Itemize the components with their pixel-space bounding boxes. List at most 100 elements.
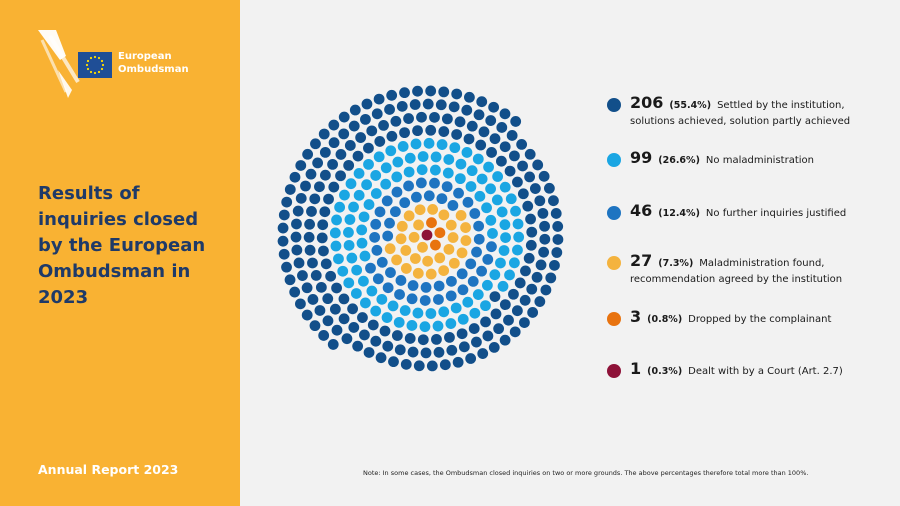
side-panel: European Ombudsman Results of inquiries … (0, 0, 240, 506)
data-dot (429, 177, 440, 189)
data-dot (318, 330, 330, 341)
data-dot (301, 282, 313, 294)
data-dot (323, 193, 334, 205)
data-dot (482, 330, 494, 342)
data-dot (384, 104, 395, 115)
legend-label: No further inquiries justified (705, 208, 847, 219)
data-dot (425, 308, 437, 319)
ombudsman-logo: European Ombudsman (38, 30, 198, 100)
data-dot (537, 207, 549, 219)
data-dot (467, 276, 479, 287)
page-title: Results of inquiries closed by the Europ… (38, 183, 206, 308)
data-dot (497, 280, 509, 292)
data-dot (496, 155, 507, 167)
data-dot (291, 244, 303, 256)
data-dot (419, 295, 431, 306)
data-dot (331, 324, 343, 336)
data-dot (415, 177, 427, 189)
data-dot (486, 241, 497, 253)
data-dot (436, 193, 448, 205)
data-dot (485, 183, 496, 195)
data-dot (449, 142, 461, 154)
data-dot (329, 303, 341, 315)
data-dot (388, 356, 399, 368)
data-dot (468, 323, 480, 334)
legend-percent: (7.3%) (658, 258, 694, 269)
data-dot (391, 330, 403, 341)
data-dot (325, 270, 337, 282)
data-dot (399, 197, 411, 209)
data-dot (444, 331, 455, 343)
data-dot (538, 170, 550, 182)
data-dot (543, 182, 555, 194)
data-dot (329, 227, 341, 239)
data-dot (475, 139, 487, 151)
data-dot (469, 208, 481, 219)
data-dot (353, 189, 365, 201)
data-dot (506, 130, 518, 141)
data-dot (360, 113, 371, 125)
data-dot (382, 340, 394, 352)
data-dot (473, 220, 485, 232)
data-dot (456, 328, 468, 340)
data-dot (429, 111, 440, 123)
data-dot (500, 232, 511, 244)
data-dot (374, 136, 386, 147)
data-dot (499, 299, 511, 311)
footnote: Note: In some cases, the Ombudsman close… (363, 469, 809, 477)
data-dot (407, 280, 419, 291)
data-dot (416, 164, 428, 176)
data-dot (359, 250, 371, 262)
data-dot (457, 313, 469, 325)
data-dot (509, 150, 520, 162)
data-dot (534, 296, 546, 307)
legend-text: 46 (12.4%) No further inquiries justified (630, 203, 846, 222)
data-dot (374, 206, 386, 218)
legend-percent: (12.4%) (658, 208, 700, 219)
data-dot (385, 267, 396, 278)
data-dot (499, 181, 511, 193)
data-dot (464, 91, 475, 103)
legend-swatch (607, 206, 621, 220)
data-dot (526, 283, 538, 295)
data-dot (379, 325, 391, 337)
data-dot (519, 294, 531, 306)
brand-name-line2: Ombudsman (118, 64, 189, 75)
data-dot (461, 104, 473, 116)
data-dot (327, 339, 339, 350)
data-dot (306, 206, 317, 217)
data-dot (491, 194, 503, 206)
data-dot (348, 201, 359, 213)
data-dot (412, 267, 424, 279)
data-dot (408, 231, 420, 243)
data-dot (291, 218, 302, 230)
data-dot (498, 245, 510, 256)
data-dot (358, 211, 370, 223)
data-dot (426, 217, 437, 229)
data-dot (549, 259, 560, 271)
legend-text: 27 (7.3%) Maladministration found, recommen… (630, 253, 842, 288)
data-dot (485, 115, 497, 126)
data-dot (366, 125, 378, 137)
data-dot (314, 305, 326, 316)
data-dot (517, 188, 529, 200)
data-dot (319, 169, 331, 181)
data-dot (384, 217, 395, 229)
data-dot (433, 280, 445, 292)
data-dot (427, 204, 439, 215)
data-dot (454, 116, 466, 128)
data-dot (338, 111, 350, 123)
data-dot (512, 176, 523, 188)
data-dot (430, 151, 442, 163)
data-dot (450, 302, 462, 314)
data-dot (390, 206, 401, 218)
data-dot (343, 277, 355, 289)
data-dot (338, 128, 350, 140)
data-dot (503, 314, 514, 326)
data-dot (356, 237, 368, 249)
data-dot (371, 244, 383, 256)
data-dot (335, 170, 346, 182)
data-dot (448, 101, 460, 113)
data-dot (480, 316, 491, 328)
data-dot (417, 151, 429, 162)
